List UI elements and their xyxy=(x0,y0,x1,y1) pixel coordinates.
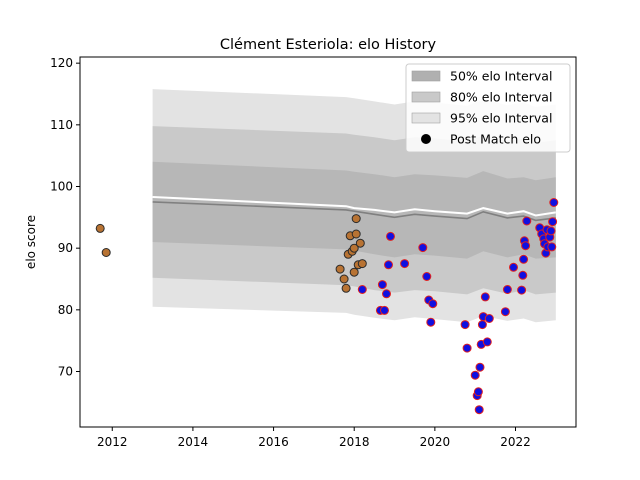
data-point xyxy=(482,337,492,347)
data-point xyxy=(349,267,359,277)
legend-label: 50% elo Interval xyxy=(450,69,552,84)
data-point xyxy=(475,362,485,372)
data-point xyxy=(517,285,527,295)
legend-box xyxy=(405,63,571,153)
y-axis-label: elo score xyxy=(24,215,38,269)
x-tick-label: 2012 xyxy=(97,435,128,449)
data-point xyxy=(521,241,531,251)
legend-swatch xyxy=(411,91,441,103)
data-point xyxy=(335,264,345,274)
median-line xyxy=(152,196,556,217)
data-point xyxy=(518,270,528,280)
data-point xyxy=(477,320,487,330)
post-match-points xyxy=(95,198,559,415)
data-point xyxy=(418,243,428,253)
y-tick-label: 110 xyxy=(50,118,73,132)
data-point xyxy=(509,262,518,272)
x-tick-label: 2014 xyxy=(178,435,209,449)
data-point xyxy=(349,243,359,253)
legend-marker xyxy=(421,134,431,144)
y-tick-label: 100 xyxy=(50,180,73,194)
data-point xyxy=(460,320,470,330)
data-point xyxy=(474,405,484,415)
y-tick-label: 120 xyxy=(50,56,73,70)
data-point xyxy=(484,314,494,323)
band-50 xyxy=(152,161,556,259)
legend-label: 95% elo Interval xyxy=(450,111,552,126)
data-point xyxy=(428,299,438,309)
interval-lines xyxy=(152,196,556,222)
data-point xyxy=(502,285,512,294)
y-tick-label: 90 xyxy=(58,241,73,255)
x-tick-label: 2018 xyxy=(339,435,370,449)
data-point xyxy=(522,216,532,226)
data-point xyxy=(95,223,105,233)
data-point xyxy=(386,231,395,241)
y-tick-label: 70 xyxy=(58,365,73,379)
data-point xyxy=(357,259,367,269)
mean-line xyxy=(152,201,556,222)
data-point xyxy=(357,285,367,294)
data-point xyxy=(549,198,559,207)
legend-swatch xyxy=(411,70,441,82)
data-point xyxy=(380,305,389,315)
data-point xyxy=(101,248,111,257)
y-tick-label: 80 xyxy=(58,303,73,317)
data-point xyxy=(382,289,391,299)
chart-title: Clément Esteriola: elo History xyxy=(220,37,437,53)
data-point xyxy=(351,214,361,224)
data-point xyxy=(548,217,558,227)
data-point xyxy=(422,272,432,281)
data-point xyxy=(547,242,557,252)
data-point xyxy=(341,283,351,293)
data-point xyxy=(355,238,365,248)
x-tick-label: 2022 xyxy=(500,435,531,449)
data-point xyxy=(377,280,387,290)
legend-label: 80% elo Interval xyxy=(450,90,552,105)
legend-swatch xyxy=(411,112,441,124)
data-point xyxy=(462,343,472,353)
legend-label: Post Match elo xyxy=(450,132,541,147)
data-point xyxy=(500,307,510,317)
legend: 50% elo Interval 80% elo Interval 95% elo … xyxy=(405,63,571,153)
data-point xyxy=(339,274,349,284)
data-point xyxy=(400,259,410,269)
data-point xyxy=(470,370,480,380)
data-point xyxy=(473,387,483,397)
x-tick-label: 2016 xyxy=(258,435,289,449)
data-point xyxy=(426,317,436,327)
data-point xyxy=(480,292,490,302)
data-point xyxy=(384,260,393,270)
plot-frame xyxy=(79,56,577,428)
y-axis: 70 80 90 100 110 120 xyxy=(50,56,80,379)
x-tick-label: 2020 xyxy=(420,435,451,449)
data-point xyxy=(546,226,556,236)
x-axis: 2012 2014 2016 2018 2020 2022 xyxy=(97,427,531,449)
data-point xyxy=(519,254,529,264)
data-point xyxy=(351,229,361,239)
